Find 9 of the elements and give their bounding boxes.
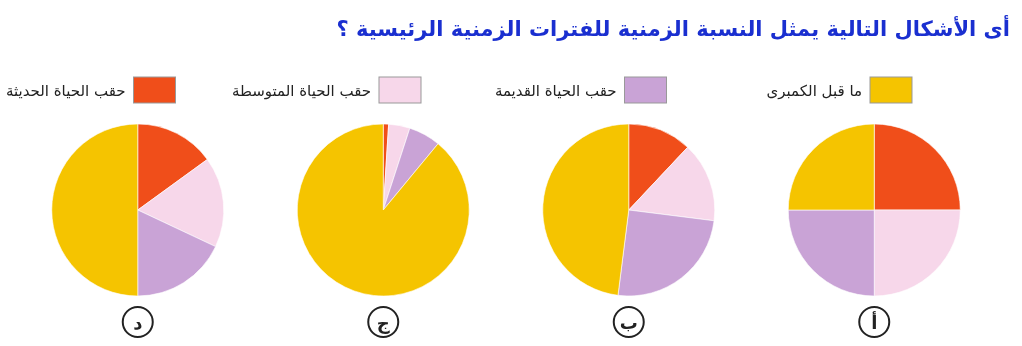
- text: د: [133, 312, 143, 333]
- legend-label: حقب الحياة المتوسطة: [231, 82, 371, 100]
- text: ب: [619, 312, 638, 333]
- text: أ: [871, 311, 878, 333]
- text: ج: [376, 312, 390, 334]
- legend-label: حقب الحياة الحديثة: [5, 82, 126, 100]
- legend-label: ما قبل الكمبرى: [766, 82, 862, 100]
- chart-title: أى الأشكال التالية يمثل النسبة الزمنية للفترات الزمنية الرئيسية ؟: [336, 14, 1010, 41]
- legend-label: حقب الحياة القديمة: [494, 82, 617, 100]
